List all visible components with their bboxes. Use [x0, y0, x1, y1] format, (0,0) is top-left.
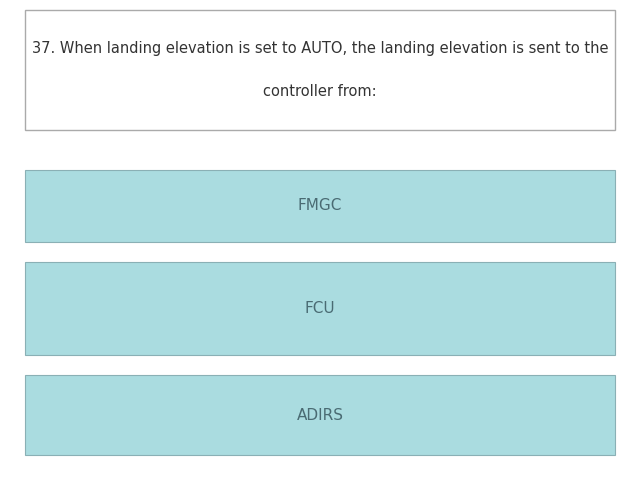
- Text: 37. When landing elevation is set to AUTO, the landing elevation is sent to the: 37. When landing elevation is set to AUT…: [32, 41, 608, 56]
- FancyBboxPatch shape: [25, 170, 615, 242]
- FancyBboxPatch shape: [25, 10, 615, 130]
- Text: FCU: FCU: [305, 301, 335, 316]
- FancyBboxPatch shape: [25, 375, 615, 455]
- FancyBboxPatch shape: [25, 262, 615, 355]
- Text: ADIRS: ADIRS: [296, 408, 344, 422]
- Text: FMGC: FMGC: [298, 199, 342, 214]
- Text: controller from:: controller from:: [263, 84, 377, 99]
